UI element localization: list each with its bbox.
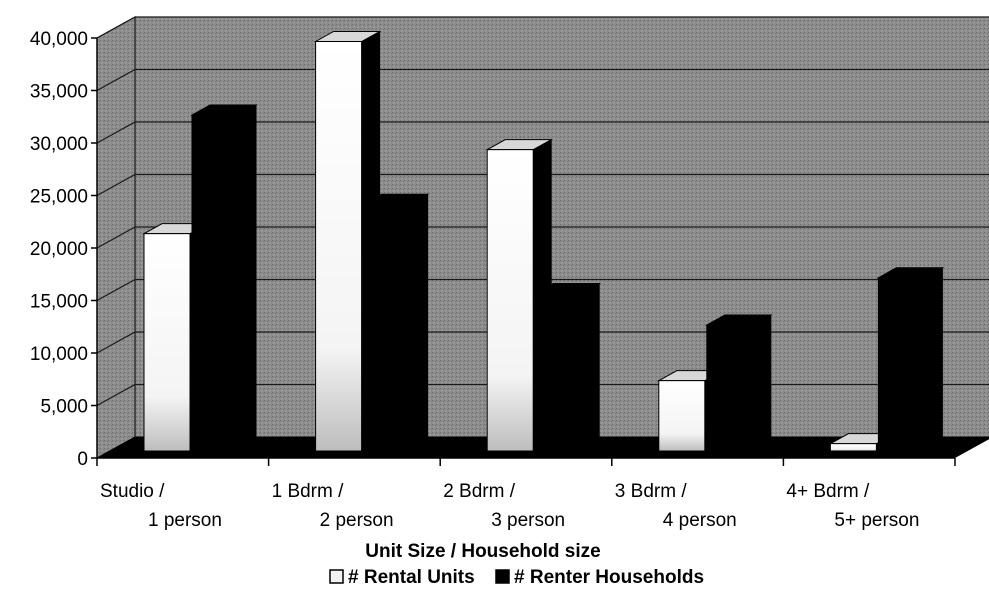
legend-swatch-renter-households [495, 569, 510, 584]
bar-side [580, 282, 600, 452]
y-tick-label: 0 [77, 449, 88, 470]
bar-front [877, 277, 925, 452]
x-tick-label: 4+ Bdrm /5+ person [786, 481, 919, 531]
y-tick-label: 10,000 [30, 344, 88, 365]
bar-front [191, 114, 239, 452]
x-tick-label: Studio /1 person [100, 481, 222, 531]
bar-renter-households-0 [190, 104, 258, 452]
bar-front [315, 41, 363, 452]
bar-renter-households-3 [704, 314, 773, 452]
x-tick-label: 3 Bdrm /4 person [615, 481, 737, 531]
y-tick-label: 5,000 [40, 397, 88, 418]
gridline [96, 16, 989, 39]
bar-front [143, 233, 191, 452]
x-tick-label: 2 Bdrm /3 person [443, 481, 565, 531]
bar-renter-households-4 [876, 266, 945, 452]
x-axis-title: Unit Size / Household size [365, 541, 600, 562]
x-tick-label: 1 Bdrm /2 person [272, 481, 394, 531]
bar-renter-households-2 [533, 282, 602, 452]
gridline [96, 278, 989, 302]
gridline [96, 173, 989, 197]
y-tick-label: 15,000 [30, 292, 88, 313]
bar-front [658, 380, 706, 452]
bars [142, 30, 945, 452]
y-axis: 0 5,000 10,000 15,000 20,000 25,000 30,000 35,0… [30, 29, 98, 470]
bar-front [829, 443, 877, 452]
bar-front [706, 324, 754, 452]
y-tick-label: 20,000 [30, 239, 88, 260]
y-tick-label: 25,000 [30, 187, 88, 208]
bar-side [237, 104, 257, 452]
gridline [96, 226, 989, 249]
legend-label-renter-households: # Renter Households [514, 567, 704, 588]
legend-swatch-rental-units [329, 569, 344, 584]
legend-label-rental-units: # Rental Units [348, 567, 475, 588]
legend: # Rental Units # Renter Households [329, 567, 704, 588]
y-tick-label: 40,000 [30, 29, 88, 50]
bar-renter-households-1 [361, 193, 430, 452]
y-tick-label: 30,000 [30, 134, 88, 155]
bar-front [363, 203, 411, 452]
bar-side [752, 314, 772, 452]
x-axis: Studio /1 person 1 Bdrm /2 person 2 Bdrm /… [96, 457, 956, 531]
y-tick-label: 35,000 [30, 82, 88, 103]
bar-side [923, 266, 943, 452]
bar-side [409, 193, 429, 452]
gridline [96, 68, 989, 92]
bar-front [534, 293, 582, 452]
gridline [96, 121, 989, 144]
bar-front [486, 149, 534, 452]
